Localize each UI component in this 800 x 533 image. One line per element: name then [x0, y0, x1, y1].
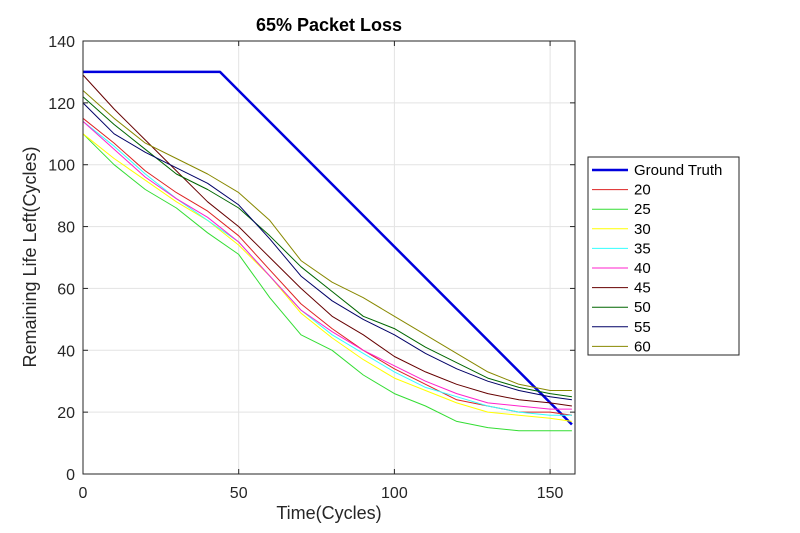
- y-axis-label: Remaining Life Left(Cycles): [20, 146, 40, 367]
- x-tick-label: 150: [537, 485, 564, 502]
- series-line-35: [82, 121, 572, 416]
- series-line-25: [82, 133, 572, 432]
- plot-frame: [82, 40, 576, 475]
- x-tick-label: 50: [230, 485, 248, 502]
- axis-ticks: 0 50 100 150 0 20 40 60 80 100 120 140: [48, 34, 575, 502]
- legend: Ground Truth 20 25 30 35 40 45 50 55 60: [587, 156, 740, 356]
- x-tick-label: 0: [79, 485, 88, 502]
- y-tick-label: 80: [57, 220, 75, 237]
- grid: [82, 40, 575, 475]
- legend-entry: 45: [634, 280, 651, 297]
- legend-entry: 50: [634, 299, 651, 316]
- legend-entry: 40: [634, 260, 651, 277]
- legend-box: [587, 156, 740, 356]
- legend-entry: 20: [634, 182, 651, 199]
- series-line-45: [82, 74, 572, 407]
- legend-entry: 60: [634, 338, 651, 355]
- plot-background: [83, 41, 575, 474]
- series-line-60: [82, 90, 572, 391]
- chart-title: 65% Packet Loss: [256, 15, 402, 35]
- series-lines: [82, 70, 573, 432]
- x-tick-label: 100: [381, 485, 408, 502]
- x-axis-label: Time(Cycles): [276, 503, 381, 523]
- y-tick-label: 20: [57, 405, 75, 422]
- legend-entry: Ground Truth: [634, 162, 722, 179]
- y-tick-label: 0: [66, 467, 75, 484]
- y-tick-label: 100: [48, 158, 75, 175]
- y-tick-label: 120: [48, 96, 75, 113]
- y-tick-label: 60: [57, 281, 75, 298]
- legend-entry: 35: [634, 240, 651, 257]
- y-tick-label: 40: [57, 343, 75, 360]
- series-line-30: [82, 133, 572, 422]
- series-line-55: [82, 102, 572, 401]
- series-line-40: [82, 121, 572, 410]
- legend-entry: 55: [634, 319, 651, 336]
- series-line-50: [82, 96, 572, 398]
- y-tick-label: 140: [48, 34, 75, 51]
- legend-entry: 25: [634, 201, 651, 218]
- legend-entry: 30: [634, 221, 651, 238]
- series-line-ground-truth: [83, 70, 573, 426]
